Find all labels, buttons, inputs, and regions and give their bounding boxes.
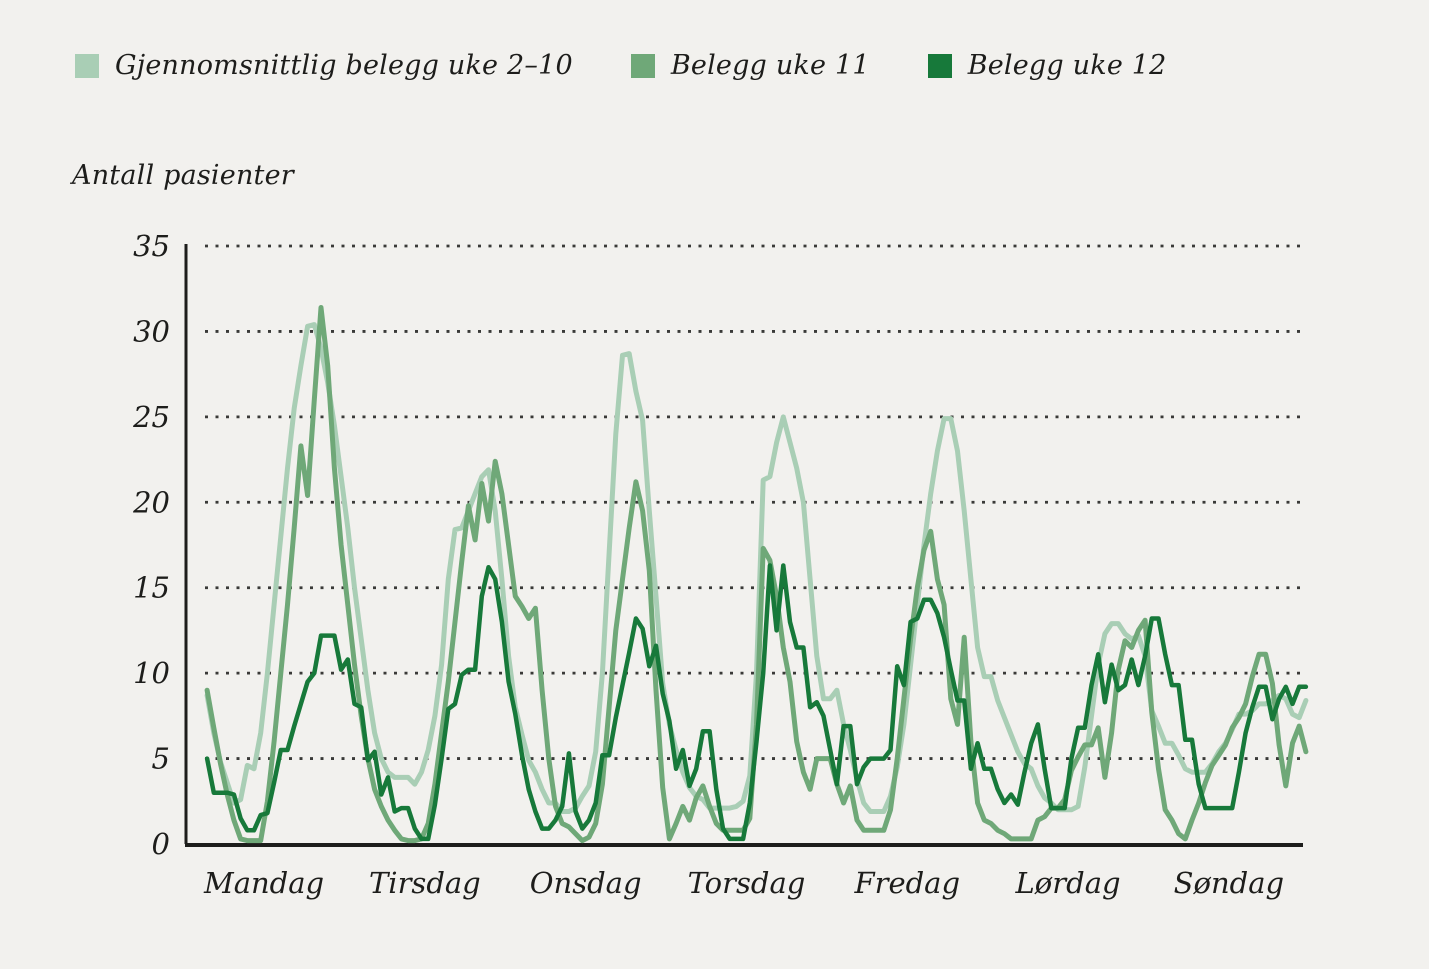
legend: Gjennomsnittlig belegg uke 2–10 Belegg u…: [75, 52, 1167, 79]
y-tick-label-30: 30: [133, 314, 170, 348]
y-tick-label-5: 5: [152, 742, 170, 776]
legend-item-week11: Belegg uke 11: [630, 50, 870, 81]
y-tick-label-10: 10: [133, 656, 170, 690]
y-tick-label-35: 35: [133, 229, 170, 263]
legend-swatch-week12-icon: [927, 53, 952, 78]
legend-swatch-week11-icon: [630, 53, 655, 78]
y-tick-label-20: 20: [132, 485, 170, 519]
y-tick-label-25: 25: [132, 400, 170, 434]
legend-label-avg: Gjennomsnittlig belegg uke 2–10: [115, 50, 573, 81]
legend-label-week11: Belegg uke 11: [670, 50, 870, 81]
x-day-label-lørdag: Lørdag: [1015, 866, 1121, 900]
x-day-label-fredag: Fredag: [853, 866, 960, 900]
legend-swatch-avg-icon: [75, 53, 99, 78]
x-day-label-mandag: Mandag: [203, 866, 324, 900]
y-tick-label-15: 15: [133, 571, 170, 605]
y-tick-label-0: 0: [152, 827, 170, 861]
y-axis-title: Antall pasienter: [72, 160, 294, 191]
x-day-label-onsdag: Onsdag: [530, 866, 642, 900]
series-line-2: [204, 563, 1309, 842]
legend-item-avg: Gjennomsnittlig belegg uke 2–10: [75, 52, 573, 79]
x-day-label-søndag: Søndag: [1174, 866, 1284, 900]
legend-label-week12: Belegg uke 12: [967, 50, 1167, 81]
legend-item-week12: Belegg uke 12: [927, 50, 1167, 81]
x-day-label-torsdag: Torsdag: [688, 866, 806, 900]
x-day-label-tirsdag: Tirsdag: [369, 866, 481, 900]
